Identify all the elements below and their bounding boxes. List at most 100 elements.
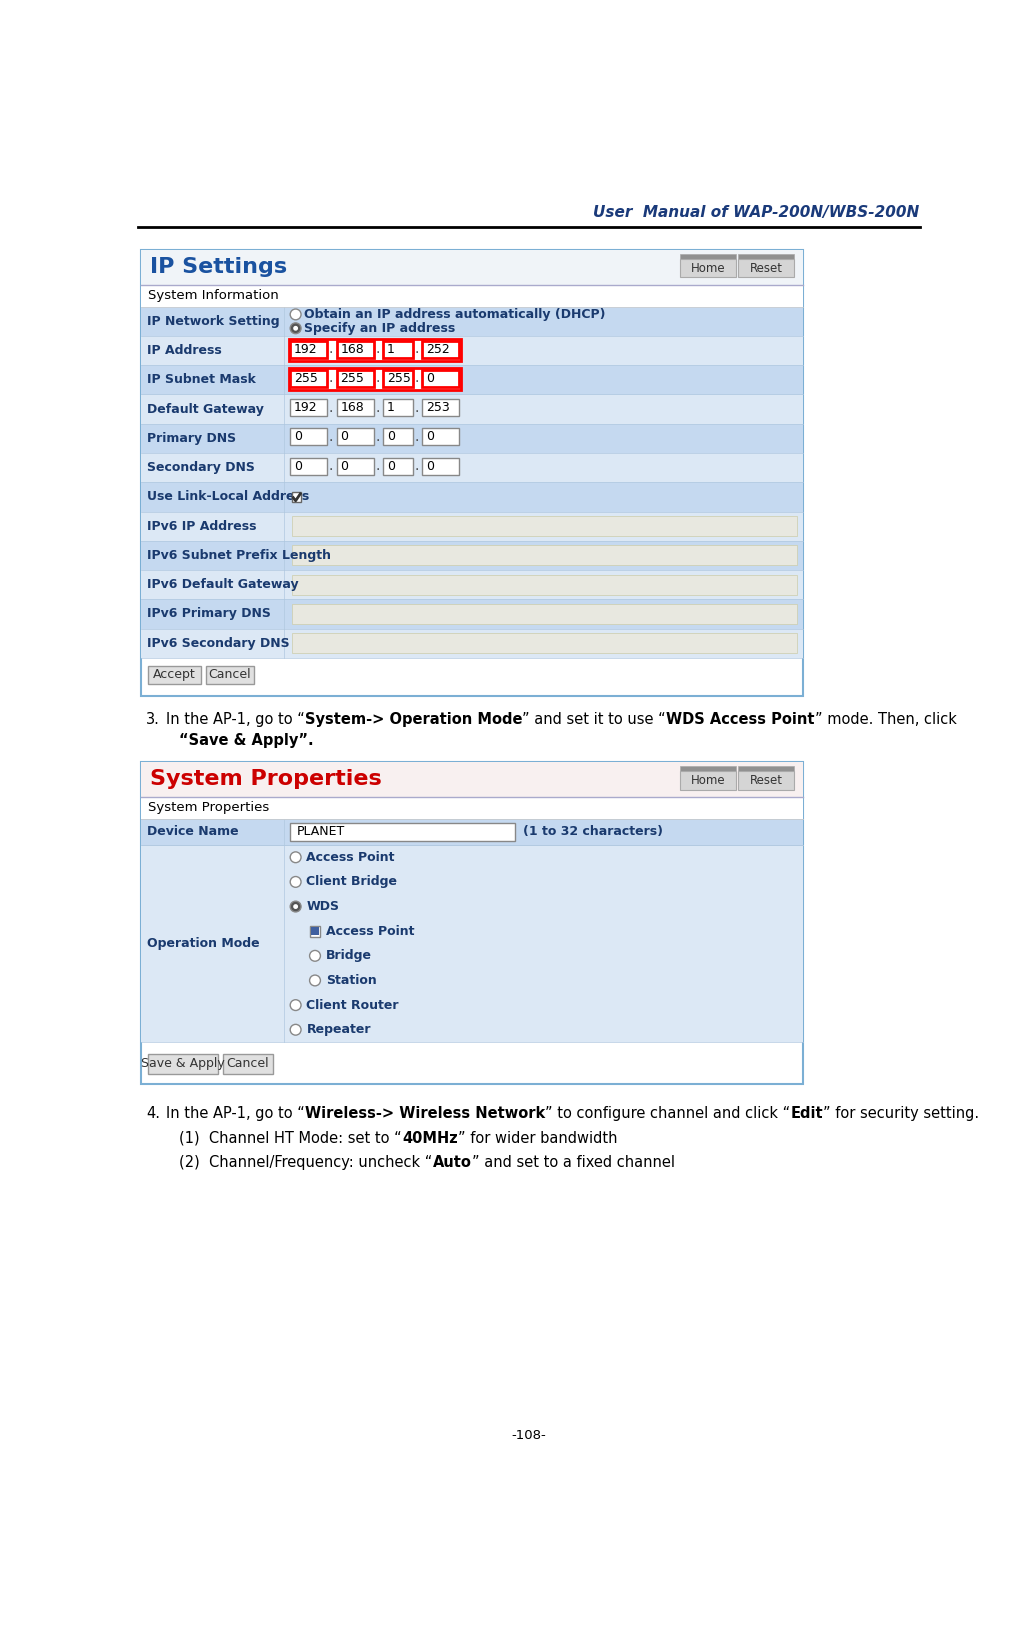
Text: (2)  Channel/Frequency: uncheck “: (2) Channel/Frequency: uncheck “ — [180, 1155, 432, 1170]
Bar — [738, 770, 794, 790]
Text: Reset: Reset — [749, 261, 782, 274]
Bar — [311, 927, 319, 935]
Text: Station: Station — [326, 974, 377, 987]
Text: System-> Operation Mode: System-> Operation Mode — [304, 712, 522, 726]
Text: 0: 0 — [387, 460, 395, 473]
Text: Home: Home — [690, 774, 725, 787]
Bar — [422, 400, 459, 416]
Text: IPv6 Secondary DNS: IPv6 Secondary DNS — [147, 636, 289, 650]
Bar — [383, 400, 413, 416]
Text: 0: 0 — [294, 431, 302, 444]
Text: 252: 252 — [426, 343, 450, 356]
Text: System Properties: System Properties — [149, 801, 269, 814]
Text: Operation Mode: Operation Mode — [147, 937, 259, 950]
Bar — [290, 341, 327, 357]
Bar — [422, 428, 459, 446]
Text: 168: 168 — [341, 401, 364, 415]
Text: ” to configure channel and click “: ” to configure channel and click “ — [545, 1106, 791, 1121]
Circle shape — [290, 323, 301, 333]
Bar — [738, 767, 794, 770]
Text: Bridge: Bridge — [326, 950, 372, 963]
Bar — [292, 604, 797, 623]
Text: 255: 255 — [387, 372, 411, 385]
Text: PLANET: PLANET — [296, 826, 345, 839]
Bar — [149, 666, 201, 684]
Bar — [290, 823, 515, 840]
Bar — [140, 250, 803, 286]
Circle shape — [290, 1025, 301, 1035]
Text: 0: 0 — [426, 372, 433, 385]
Text: -108-: -108- — [512, 1430, 546, 1443]
Bar — [336, 457, 374, 475]
Bar — [290, 400, 327, 416]
Text: .: . — [329, 400, 333, 415]
Bar — [738, 255, 794, 259]
Bar — [223, 1054, 273, 1074]
Text: Cancel: Cancel — [208, 667, 251, 681]
Text: 192: 192 — [294, 401, 318, 415]
Text: .: . — [376, 343, 380, 356]
Text: IPv6 Primary DNS: IPv6 Primary DNS — [147, 607, 270, 620]
Bar — [140, 762, 803, 796]
Bar — [290, 428, 327, 446]
Bar — [292, 493, 301, 501]
Text: .: . — [414, 400, 419, 415]
Text: 0: 0 — [341, 431, 349, 444]
Text: 168: 168 — [341, 343, 364, 356]
Bar — [140, 540, 803, 570]
Text: .: . — [414, 459, 419, 473]
Text: Default Gateway: Default Gateway — [147, 403, 264, 416]
Text: In the AP-1, go to “: In the AP-1, go to “ — [166, 712, 304, 726]
Text: Client Router: Client Router — [307, 999, 399, 1012]
Text: In the AP-1, go to “: In the AP-1, go to “ — [166, 1106, 304, 1121]
Text: Use Link-Local Address: Use Link-Local Address — [147, 490, 309, 503]
Circle shape — [293, 326, 298, 331]
Bar — [336, 428, 374, 446]
Text: 255: 255 — [294, 372, 318, 385]
Bar — [383, 428, 413, 446]
Text: .: . — [329, 459, 333, 473]
Text: IP Address: IP Address — [147, 344, 222, 357]
Text: .: . — [376, 400, 380, 415]
Circle shape — [290, 308, 301, 320]
Text: System Properties: System Properties — [150, 770, 382, 790]
Text: 40MHz: 40MHz — [402, 1131, 458, 1146]
Bar — [680, 259, 736, 277]
Text: 4.: 4. — [147, 1106, 160, 1121]
Text: .: . — [376, 429, 380, 444]
Bar — [140, 424, 803, 454]
Bar — [140, 366, 803, 395]
Bar — [383, 370, 413, 387]
Text: 0: 0 — [426, 431, 433, 444]
Bar — [289, 339, 460, 361]
Bar — [336, 341, 374, 357]
Text: Client Bridge: Client Bridge — [307, 875, 397, 888]
Text: ” for security setting.: ” for security setting. — [823, 1106, 979, 1121]
Text: Device Name: Device Name — [147, 826, 238, 839]
Circle shape — [290, 901, 301, 912]
Bar — [140, 845, 803, 1043]
Text: IP Network Setting: IP Network Setting — [147, 315, 280, 328]
Bar — [680, 255, 736, 259]
Bar — [422, 370, 459, 387]
Text: Wireless-> Wireless Network: Wireless-> Wireless Network — [304, 1106, 545, 1121]
Text: .: . — [414, 372, 419, 385]
Bar — [290, 457, 327, 475]
Text: 255: 255 — [341, 372, 364, 385]
Bar — [310, 925, 320, 937]
Text: .: . — [376, 459, 380, 473]
Text: Obtain an IP address automatically (DHCP): Obtain an IP address automatically (DHCP… — [304, 308, 606, 322]
Text: Auto: Auto — [432, 1155, 472, 1170]
Text: Edit: Edit — [791, 1106, 823, 1121]
Bar — [680, 767, 736, 770]
Text: IP Settings: IP Settings — [150, 258, 287, 277]
Text: .: . — [329, 429, 333, 444]
Text: Access Point: Access Point — [307, 850, 395, 863]
Bar — [205, 666, 254, 684]
Bar — [140, 307, 803, 336]
Text: 3.: 3. — [147, 712, 160, 726]
Bar — [140, 819, 803, 845]
Text: Repeater: Repeater — [307, 1023, 370, 1036]
Circle shape — [290, 852, 301, 863]
Text: 1: 1 — [387, 343, 395, 356]
